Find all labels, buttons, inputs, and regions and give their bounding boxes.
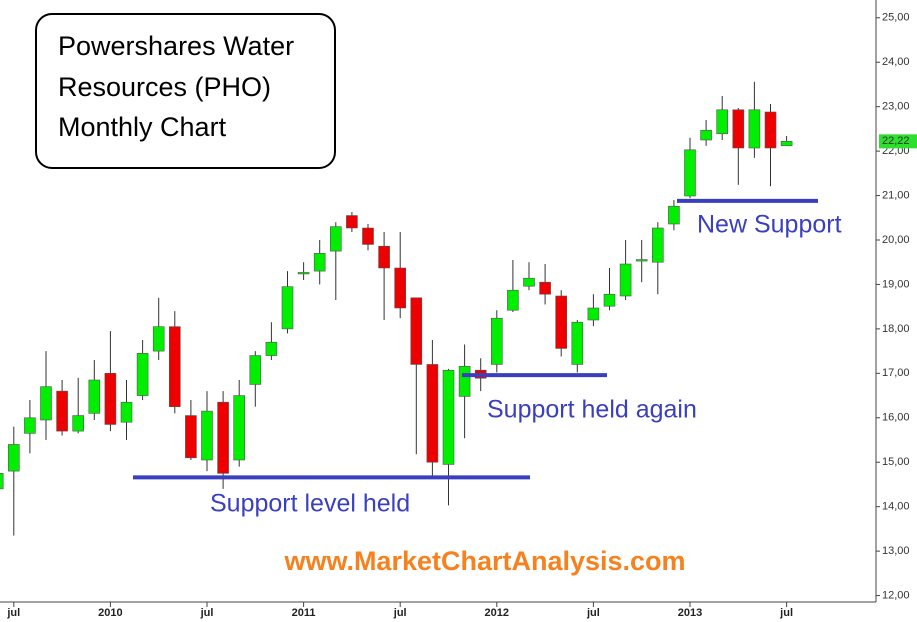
- x-tick-label: jul: [779, 607, 793, 619]
- candle-body: [635, 259, 648, 262]
- candle-body: [555, 295, 568, 349]
- candle-body: [313, 253, 326, 272]
- title-line: Resources (PHO): [58, 72, 271, 102]
- candle-body: [748, 109, 761, 149]
- candle-body: [458, 365, 471, 397]
- candle-body: [297, 272, 310, 275]
- candle-body: [619, 263, 632, 297]
- candle-body: [201, 410, 213, 461]
- x-tick-label: 2010: [98, 607, 122, 619]
- x-tick-label: jul: [200, 607, 214, 619]
- y-tick-label: 13,00: [882, 545, 910, 557]
- x-tick-label: 2012: [485, 607, 509, 619]
- y-tick-label: 17,00: [882, 367, 910, 379]
- last-price-box: [879, 134, 917, 149]
- x-tick-label: 2011: [292, 607, 316, 619]
- candle-body: [410, 297, 423, 365]
- candle-body: [507, 289, 519, 311]
- x-tick-label: jul: [393, 607, 407, 619]
- y-tick-label: 23,00: [882, 101, 910, 113]
- candle-body: [217, 401, 229, 474]
- candle-body: [0, 473, 4, 490]
- annotation: Support held again: [487, 396, 697, 424]
- candle-body: [684, 149, 696, 197]
- annotation: Support level held: [210, 490, 410, 518]
- candle-body: [539, 281, 551, 295]
- x-tick-label: jul: [6, 607, 20, 619]
- candle-body: [780, 141, 793, 147]
- title-line: Monthly Chart: [58, 112, 227, 142]
- candle-body: [56, 390, 68, 432]
- last-price-label: 22,22: [882, 135, 910, 147]
- candle-body: [700, 129, 712, 141]
- candle-body: [104, 373, 117, 425]
- x-tick-label: jul: [586, 607, 600, 619]
- candle-body: [281, 286, 294, 330]
- candle-body: [249, 355, 262, 385]
- candle-body: [233, 395, 245, 461]
- candle-body: [651, 227, 664, 263]
- candle-body: [136, 353, 149, 396]
- y-tick-label: 20,00: [882, 234, 910, 246]
- candle-body: [346, 215, 358, 229]
- candle-body: [394, 267, 407, 309]
- annotation: New Support: [697, 211, 842, 239]
- candle-body: [523, 277, 535, 287]
- y-tick-label: 25,00: [882, 12, 910, 24]
- candle-body: [169, 326, 181, 407]
- website: www.MarketChartAnalysis.com: [283, 546, 685, 576]
- candle-body: [152, 326, 165, 352]
- candle-body: [668, 205, 680, 225]
- y-tick-label: 19,00: [882, 278, 910, 290]
- y-tick-label: 12,00: [882, 589, 910, 601]
- y-tick-label: 16,00: [882, 412, 910, 424]
- y-tick-label: 21,00: [882, 189, 910, 201]
- candle-body: [362, 227, 374, 245]
- x-tick-label: 2013: [678, 607, 702, 619]
- candle-body: [378, 245, 390, 269]
- candle-body: [716, 109, 729, 135]
- candle-body: [490, 317, 503, 365]
- candle-body: [587, 307, 600, 321]
- y-tick-label: 14,00: [882, 501, 910, 513]
- candle-body: [24, 417, 36, 434]
- candle-body: [40, 386, 52, 421]
- candle-body: [265, 341, 278, 356]
- candle-body: [426, 364, 439, 463]
- candle-body: [442, 369, 455, 465]
- y-tick-label: 18,00: [882, 323, 910, 335]
- title-box: [35, 13, 336, 169]
- candle-body: [329, 226, 342, 252]
- candle-body: [120, 401, 133, 423]
- candle-body: [571, 321, 584, 365]
- candle-body: [88, 379, 101, 414]
- candle-body: [8, 444, 20, 472]
- candle-body: [732, 109, 745, 149]
- y-tick-label: 24,00: [882, 56, 910, 68]
- candle-body: [603, 293, 616, 307]
- candle-body: [72, 415, 84, 432]
- candle-body: [764, 111, 777, 149]
- y-tick-label: 15,00: [882, 456, 910, 468]
- candle-body: [185, 415, 197, 459]
- title-line: Powershares Water: [58, 31, 294, 61]
